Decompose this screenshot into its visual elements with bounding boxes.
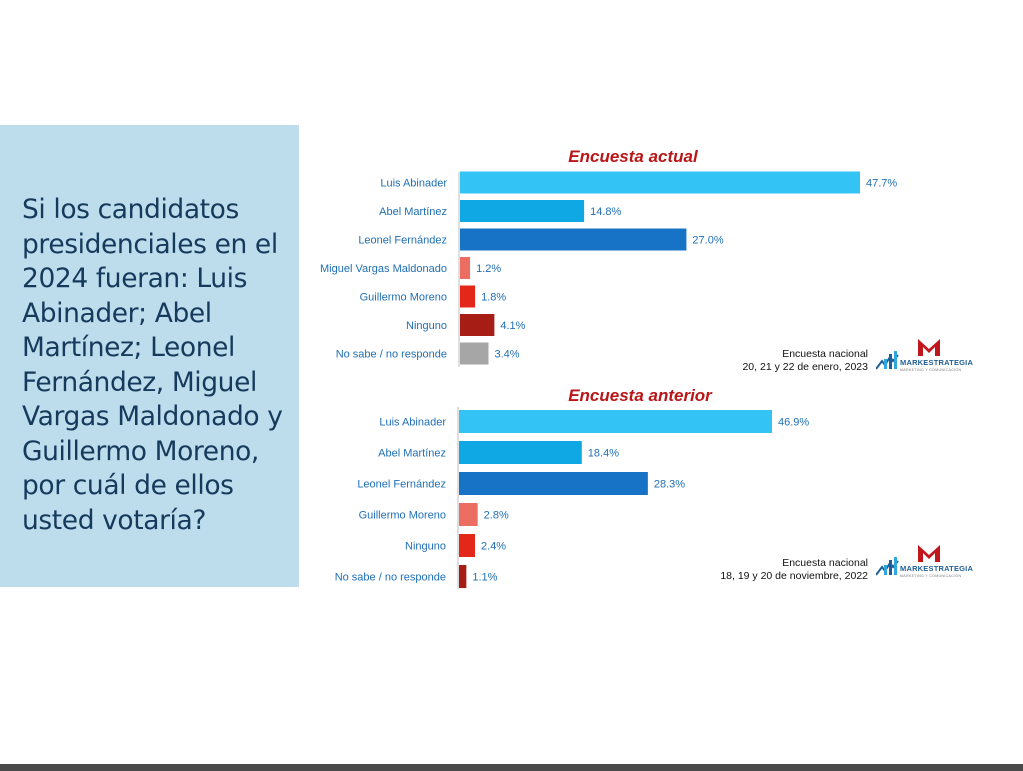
- brand-mark-icon: [876, 339, 940, 370]
- category-label: Ninguno: [406, 320, 447, 332]
- survey-note-line: Encuesta nacional: [782, 557, 868, 569]
- survey-note-line: Encuesta nacional: [782, 348, 868, 360]
- data-label: 14.8%: [590, 206, 621, 218]
- data-label: 2.4%: [481, 541, 506, 553]
- category-label: Miguel Vargas Maldonado: [320, 263, 447, 275]
- survey-note-date: 20, 21 y 22 de enero, 2023: [742, 361, 868, 373]
- bar: [459, 472, 648, 495]
- brand-logo-previous: MARKESTRATEGIA MARKETING Y COMUNICACIÓN: [876, 543, 974, 583]
- data-label: 2.8%: [484, 510, 509, 522]
- category-label: Guillermo Moreno: [359, 510, 446, 522]
- chart-title-current: Encuesta actual: [568, 147, 698, 166]
- bar: [460, 285, 476, 308]
- data-label: 1.1%: [472, 572, 497, 584]
- brand-tagline: MARKETING Y COMUNICACIÓN: [900, 574, 962, 578]
- category-label: Abel Martínez: [378, 448, 446, 460]
- bottom-bar: [0, 764, 1023, 771]
- chart-current: Luis Abinader 47.7% Abel Martínez 14.8% Leon…: [320, 171, 897, 367]
- data-label: 4.1%: [500, 320, 525, 332]
- data-label: 27.0%: [692, 235, 723, 247]
- bar: [459, 565, 467, 588]
- question-text: Si los candidatos presidenciales en el 2…: [22, 194, 283, 536]
- data-label: 3.4%: [495, 349, 520, 361]
- survey-note-previous: Encuesta nacional 18, 19 y 20 de noviemb…: [648, 557, 868, 583]
- bar: [459, 534, 476, 557]
- category-label: Guillermo Moreno: [360, 292, 447, 304]
- chart-previous: Luis Abinader 46.9% Abel Martínez 18.4% Leon…: [335, 407, 809, 589]
- data-label: 1.2%: [476, 263, 501, 275]
- category-label: No sabe / no responde: [335, 572, 446, 584]
- category-label: No sabe / no responde: [336, 349, 447, 361]
- chart-title-previous: Encuesta anterior: [568, 386, 712, 405]
- bar: [460, 200, 585, 222]
- data-label: 18.4%: [588, 448, 619, 460]
- category-label: Abel Martínez: [379, 206, 447, 218]
- category-label: Luis Abinader: [379, 417, 446, 429]
- bar: [460, 171, 860, 194]
- bar: [460, 342, 489, 365]
- brand-mark-icon: [876, 545, 940, 576]
- data-label: 47.7%: [866, 178, 897, 190]
- brand-name: MARKESTRATEGIA: [900, 358, 974, 367]
- data-label: 28.3%: [654, 479, 685, 491]
- category-label: Ninguno: [405, 541, 446, 553]
- bar: [459, 503, 478, 526]
- bar: [460, 228, 687, 251]
- category-label: Leonel Fernández: [358, 235, 447, 247]
- data-label: 46.9%: [778, 417, 809, 429]
- bar: [460, 257, 471, 279]
- survey-note-current: Encuesta nacional 20, 21 y 22 de enero, …: [648, 348, 868, 374]
- question-panel: [0, 125, 299, 587]
- brand-logo-current: MARKESTRATEGIA MARKETING Y COMUNICACIÓN: [876, 337, 974, 377]
- bar: [459, 441, 582, 464]
- bar: [459, 410, 772, 433]
- survey-note-date: 18, 19 y 20 de noviembre, 2022: [720, 570, 868, 582]
- category-label: Leonel Fernández: [357, 479, 446, 491]
- data-label: 1.8%: [481, 292, 506, 304]
- category-label: Luis Abinader: [380, 178, 447, 190]
- brand-name: MARKESTRATEGIA: [900, 564, 974, 573]
- bar: [460, 314, 495, 336]
- brand-tagline: MARKETING Y COMUNICACIÓN: [900, 368, 962, 372]
